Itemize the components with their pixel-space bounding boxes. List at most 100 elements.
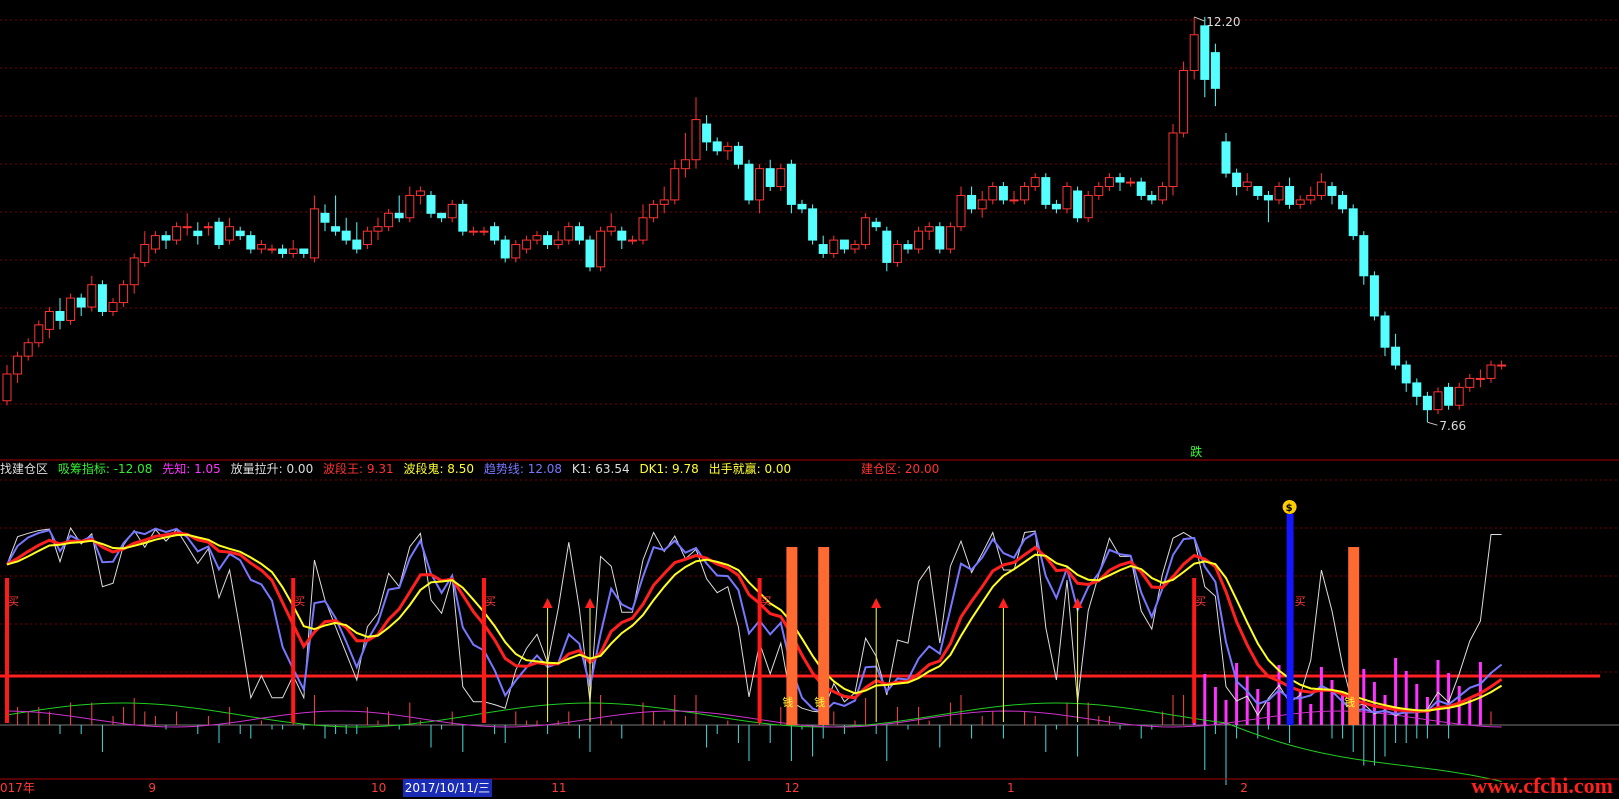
signal-label: 跌 [1190, 444, 1202, 459]
candle-body [1179, 69, 1189, 134]
candle-body [1391, 346, 1401, 366]
candle-body [288, 248, 298, 254]
candle-body [839, 239, 849, 250]
candle-body [670, 168, 680, 201]
candle-body [362, 230, 372, 246]
candle-body [1497, 364, 1507, 367]
candle-body [1338, 194, 1348, 210]
candle-body [1041, 177, 1051, 205]
trend-line [6, 527, 1503, 716]
candle-body [829, 239, 839, 254]
candle-body [871, 221, 881, 228]
date-label: 1 [1007, 781, 1015, 795]
legend-item-1: 吸筹指标: -12.08 [57, 462, 153, 476]
candle-body [1316, 181, 1326, 196]
blue-signal-bar [1286, 514, 1294, 725]
up-arrow-icon [585, 598, 595, 608]
legend-item-9: 出手就赢: 0.00 [708, 462, 792, 476]
buy-label: 买 [294, 595, 305, 608]
coin-label: 钱 [814, 695, 825, 709]
candle-body [34, 324, 44, 344]
candle-body [1433, 391, 1443, 411]
candle-body [182, 226, 192, 229]
candle-body [1200, 25, 1210, 80]
candle-body [1232, 172, 1242, 188]
candle-body [1475, 377, 1485, 380]
candle-body [161, 235, 171, 241]
candle-body [850, 244, 860, 250]
candle-body [596, 230, 606, 268]
candle-body [1009, 199, 1019, 202]
legend-item-8: DK1: 9.78 [639, 462, 699, 476]
candle-body [415, 190, 425, 196]
candle-body [1444, 386, 1454, 406]
candle-body [638, 217, 648, 241]
k1-line [6, 526, 1502, 717]
green-line [6, 702, 1502, 782]
candle-body [1051, 203, 1061, 210]
buy-bar [757, 578, 762, 723]
candle-body [1210, 52, 1220, 89]
candle-body [1073, 190, 1083, 219]
candle-body [1486, 364, 1496, 379]
up-arrow-icon [1072, 598, 1083, 608]
candle-body [914, 230, 924, 250]
buy-label: 买 [485, 595, 496, 608]
legend-item-10: 建仓区: 20.00 [861, 462, 940, 476]
candle-body [1306, 194, 1316, 201]
candle-body [977, 199, 987, 210]
candle-body [384, 212, 394, 228]
legend-item-7: K1: 63.54 [571, 462, 630, 476]
candle-body [691, 119, 701, 161]
candle-body [1094, 186, 1104, 196]
buy-label: 买 [1295, 595, 1306, 608]
candle-body [108, 302, 118, 312]
candle-body [1062, 186, 1072, 210]
candle-body [373, 226, 383, 232]
candle-body [479, 230, 489, 233]
candle-body [1189, 34, 1199, 71]
candle-body [1253, 186, 1263, 196]
candle-body [627, 239, 637, 242]
candle-body [617, 230, 627, 241]
candle-body [1401, 364, 1411, 384]
candle-body [225, 226, 235, 241]
candle-body [797, 203, 807, 210]
watermark: www.cfchi.com [1471, 773, 1613, 798]
candle-body [1157, 186, 1167, 201]
gold-coin-icon [1282, 500, 1297, 514]
candle-body [468, 230, 478, 233]
candle-body [1083, 194, 1093, 219]
legend-item-3: 放量拉升: 0.00 [230, 462, 314, 476]
candle-body [1465, 377, 1475, 388]
candle-body [649, 203, 659, 219]
orange-bar [818, 547, 830, 725]
candle-body [437, 212, 447, 219]
high-marker [1194, 16, 1205, 22]
candle-body [1285, 186, 1295, 205]
candle-body [320, 212, 330, 223]
legend-item-5: 波段鬼: 8.50 [403, 462, 475, 476]
candle-body [564, 226, 574, 241]
date-label: 2017/10/11/三 [402, 779, 493, 797]
candle-body [309, 208, 319, 259]
date-label: 2 [1240, 781, 1248, 795]
candle-body [765, 168, 775, 188]
buy-label: 买 [761, 595, 772, 608]
orange-bar [786, 547, 798, 725]
candle-body [1422, 395, 1432, 411]
candle-body [585, 239, 595, 268]
candle-body [405, 194, 415, 219]
candle-body [659, 199, 669, 205]
candle-body [712, 141, 722, 152]
candle-body [574, 226, 584, 241]
date-label: 10 [371, 781, 387, 795]
candle-body [511, 244, 521, 259]
candle-body [299, 248, 309, 254]
candle-body [267, 248, 277, 251]
candle-body [490, 226, 500, 241]
candle-body [702, 123, 712, 143]
candle-body [235, 230, 245, 237]
